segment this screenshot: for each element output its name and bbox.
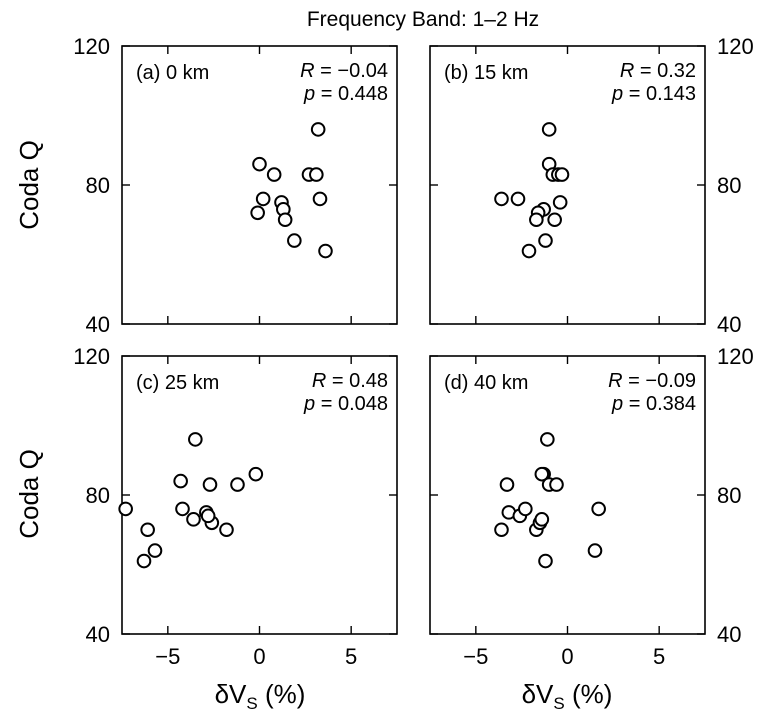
data-point [538, 553, 553, 569]
data-point [541, 122, 557, 137]
p-annotation: p = 0.384 [611, 393, 696, 415]
y-axis-label-top: Coda Q [14, 140, 44, 230]
y-tick-label: 80 [717, 173, 741, 198]
data-point [140, 522, 155, 538]
panel-d: 40 80 120 −5 0 5 (d) 40 km R = −0.09p = 0.384 [429, 344, 754, 669]
data-point [534, 512, 550, 527]
data-point [547, 212, 562, 228]
y-tick-label: 40 [717, 622, 741, 647]
data-point [255, 191, 271, 207]
data-point [252, 156, 267, 172]
y-tick-label: 120 [73, 34, 110, 59]
data-point [230, 477, 245, 492]
data-point [200, 508, 216, 524]
data-point [188, 432, 203, 447]
data-point [136, 553, 152, 569]
p-annotation: p = 0.048 [303, 393, 388, 415]
data-point [219, 522, 234, 538]
r-annotation: R = −0.04 [300, 60, 388, 82]
data-point [538, 233, 553, 248]
r-annotation: R = −0.09 [608, 370, 696, 392]
data-point [499, 477, 515, 492]
data-point [173, 473, 188, 489]
x-tick-label: −5 [463, 644, 488, 669]
y-tick-label: 120 [73, 344, 110, 369]
y-tick-label: 80 [86, 483, 110, 508]
data-point [591, 501, 606, 517]
data-point [277, 212, 293, 228]
y-axis-label-bottom: Coda Q [14, 449, 44, 539]
data-point [518, 501, 533, 517]
y-tick-label: 120 [717, 34, 754, 59]
x-tick-label: 5 [653, 644, 665, 669]
p-annotation: p = 0.448 [303, 83, 388, 105]
y-tick-label: 80 [717, 483, 741, 508]
data-point [521, 243, 537, 259]
data-point [318, 243, 333, 259]
data-point [310, 122, 326, 137]
panels: 40 80 120 (a) 0 km R = −0.04p = 0.448 40 80 120… [73, 34, 753, 669]
data-point [250, 205, 265, 221]
data-point [552, 195, 568, 210]
y-tick-label: 40 [86, 622, 110, 647]
data-point [287, 233, 302, 248]
x-tick-label: 5 [345, 644, 357, 669]
data-point [175, 501, 190, 517]
x-axis-label-right: δVS (%) [522, 679, 613, 713]
data-point [534, 466, 550, 482]
x-axis-label-left: δVS (%) [215, 679, 306, 713]
panel-a: 40 80 120 (a) 0 km R = −0.04p = 0.448 [73, 34, 398, 337]
r-annotation: R = 0.48 [312, 370, 388, 392]
panel-c: 40 80 120 −5 0 5 (c) 25 km R = 0.48p = 0.048 [73, 344, 398, 669]
y-tick-label: 40 [86, 312, 110, 337]
data-point [494, 522, 509, 538]
y-tick-label: 40 [717, 312, 741, 337]
data-point [248, 466, 264, 482]
figure-title: Frequency Band: 1–2 Hz [307, 8, 539, 31]
data-point [147, 543, 163, 558]
panel-b: 40 80 120 (b) 15 km R = 0.32p = 0.143 [429, 34, 754, 337]
x-tick-label: 0 [253, 644, 265, 669]
panel-label: (d) 40 km [444, 372, 528, 394]
data-point [549, 477, 564, 492]
data-point [510, 191, 526, 207]
data-point [202, 477, 218, 492]
x-tick-label: 0 [561, 644, 573, 669]
panel-label: (b) 15 km [444, 62, 528, 84]
y-tick-label: 80 [86, 173, 110, 198]
y-tick-label: 120 [717, 344, 754, 369]
panel-label: (a) 0 km [136, 62, 209, 84]
data-point [309, 167, 324, 182]
data-point [186, 512, 201, 527]
panel-label: (c) 25 km [136, 372, 219, 394]
data-point [494, 191, 509, 207]
data-point [266, 167, 282, 182]
p-annotation: p = 0.143 [611, 83, 696, 105]
r-annotation: R = 0.32 [620, 60, 696, 82]
data-point [540, 432, 555, 447]
data-point [312, 191, 328, 207]
data-point [554, 167, 570, 182]
data-point [587, 543, 603, 558]
data-point [118, 501, 133, 517]
x-tick-label: −5 [155, 644, 180, 669]
data-point [529, 212, 544, 228]
